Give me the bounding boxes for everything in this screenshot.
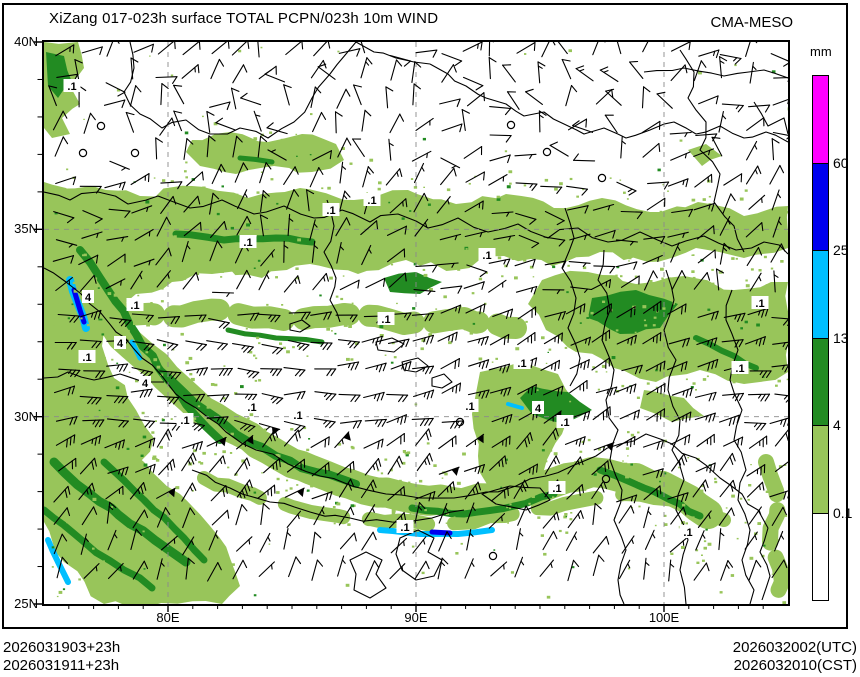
contour-label: .1 bbox=[67, 81, 76, 93]
contour-label: 4 bbox=[535, 403, 542, 415]
calm-wind-circle bbox=[506, 120, 516, 130]
contour-label: 4 bbox=[85, 292, 92, 304]
calm-wind-circle bbox=[78, 148, 88, 158]
contour-label: 4 bbox=[142, 378, 149, 390]
contour-label: .1 bbox=[482, 250, 491, 262]
colorbar-tick-label: 4 bbox=[833, 417, 841, 433]
contour-label: .1 bbox=[82, 352, 91, 364]
plot-title: XiZang 017-023h surface TOTAL PCPN/023h … bbox=[49, 10, 439, 27]
colorbar-segment bbox=[812, 512, 829, 601]
calm-wind-layer bbox=[78, 120, 611, 561]
lon-tick-label: 80E bbox=[156, 610, 180, 625]
contour-label: .1 bbox=[683, 527, 692, 539]
valid-time-cst: 2026032010(CST) bbox=[733, 657, 857, 674]
calm-wind-circle bbox=[601, 474, 611, 484]
colorbar-tick-label: 13 bbox=[833, 329, 849, 346]
contour-label: .1 bbox=[367, 195, 376, 207]
lat-tick-label: 40N bbox=[14, 34, 38, 49]
contour-labels-layer: .1 .1 .1 .1 .1 4 .1 4 .1 4 .1 .1 .1 .1 .1 .1 4 .1 .1 .1 .1 .1… bbox=[63, 79, 769, 539]
contour-label: .1 bbox=[735, 363, 744, 375]
lon-tick-label: 100E bbox=[648, 610, 680, 625]
colorbar-tick-label: 25 bbox=[833, 242, 849, 258]
calm-wind-circle bbox=[542, 147, 552, 157]
colorbar-segment bbox=[812, 337, 829, 426]
contour-label: .1 bbox=[326, 205, 335, 217]
contour-label: .1 bbox=[381, 314, 390, 326]
colorbar bbox=[812, 75, 829, 601]
map-canvas: .1 .1 .1 .1 .1 4 .1 4 .1 4 .1 .1 .1 .1 .1 .1 4 .1 .1 .1 .1 .1… bbox=[33, 32, 797, 612]
colorbar-unit-label: mm bbox=[810, 44, 832, 59]
colorbar-segment bbox=[812, 250, 829, 339]
lat-tick-label: 30N bbox=[14, 408, 38, 424]
plot-outer-frame bbox=[2, 3, 848, 629]
lat-tick-label: 25N bbox=[14, 595, 38, 611]
valid-time-utc: 2026032002(UTC) bbox=[732, 639, 857, 656]
colorbar-segment bbox=[812, 75, 829, 164]
init-time-cst: 2026031911+23h bbox=[3, 657, 120, 674]
init-time-utc: 2026031903+23h bbox=[3, 639, 121, 656]
contour-label: .1 bbox=[247, 402, 256, 414]
colorbar-tick-label: 60 bbox=[833, 154, 849, 171]
contour-label: .1 bbox=[560, 417, 569, 429]
contour-label: .1 bbox=[755, 298, 764, 310]
calm-wind-circle bbox=[96, 121, 106, 131]
lon-tick-label: 90E bbox=[404, 610, 428, 625]
map-area: .1 .1 .1 .1 .1 4 .1 4 .1 4 .1 .1 .1 .1 .1 .1 4 .1 .1 .1 .1 .1… bbox=[33, 32, 797, 612]
calm-wind-circle bbox=[130, 148, 140, 158]
contour-label: .1 bbox=[130, 300, 139, 312]
model-name-label: CMA-MESO bbox=[710, 14, 794, 31]
contour-label: .1 bbox=[552, 483, 561, 495]
calm-wind-circle bbox=[488, 551, 498, 561]
contour-label: .1 bbox=[180, 415, 189, 427]
calm-wind-circle bbox=[597, 173, 607, 183]
contour-label: .1 bbox=[465, 401, 474, 413]
map-boundaries-layer bbox=[43, 41, 789, 605]
contour-label: .1 bbox=[293, 410, 302, 422]
contour-label: .1 bbox=[243, 237, 252, 249]
colorbar-segment bbox=[812, 162, 829, 251]
contour-label: .1 bbox=[400, 522, 409, 534]
contour-label: .1 bbox=[517, 358, 526, 370]
lat-tick-label: 35N bbox=[14, 221, 38, 237]
colorbar-tick-label: 0.1 bbox=[833, 504, 853, 521]
calm-wind-circle bbox=[455, 417, 465, 427]
colorbar-segment bbox=[812, 425, 829, 514]
contour-label: 4 bbox=[117, 338, 124, 350]
